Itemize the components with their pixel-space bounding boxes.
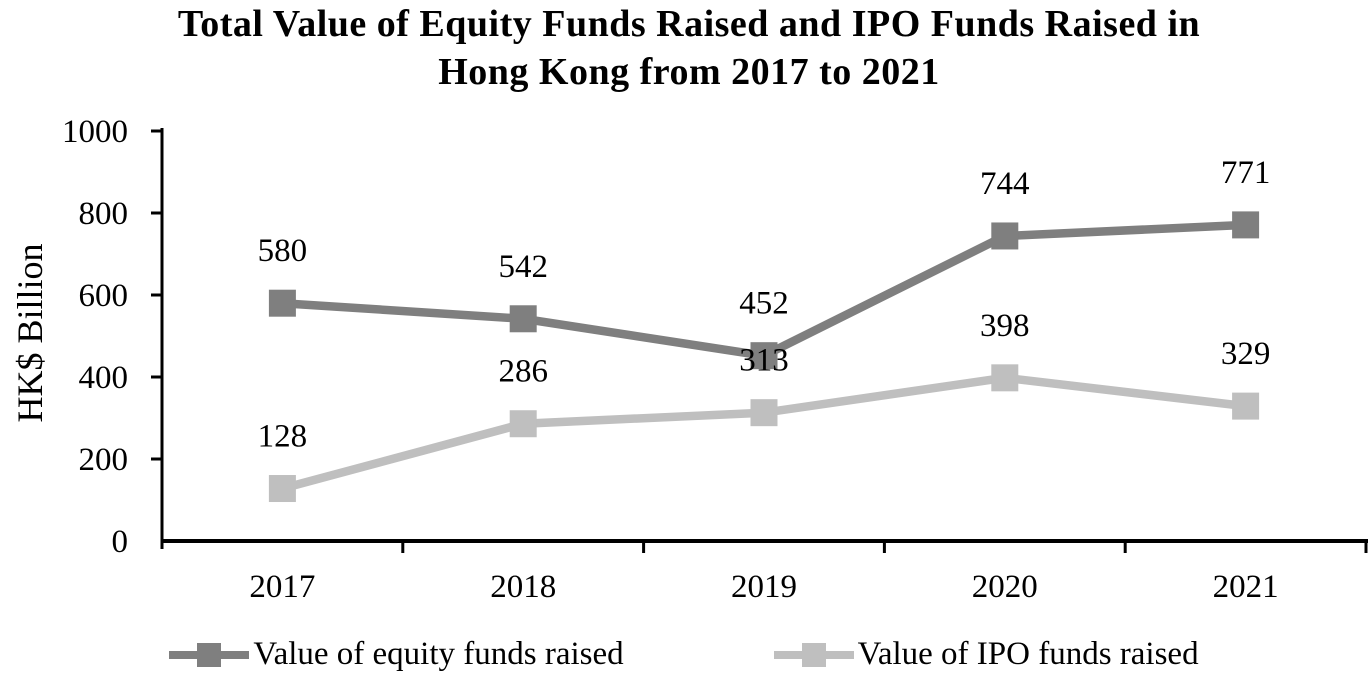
chart-legend: Value of equity funds raised Value of IP… — [0, 636, 1368, 673]
data-labels: 580 542 452 744 771 128 286 313 398 329 — [258, 155, 1271, 455]
legend-label-equity: Value of equity funds raised — [253, 636, 624, 672]
ipo-marker — [991, 364, 1019, 392]
x-tick-label: 2021 — [1213, 569, 1279, 605]
chart-title-line2: Hong Kong from 2017 to 2021 — [438, 51, 940, 93]
equity-data-label: 580 — [258, 233, 308, 269]
equity-marker — [1232, 211, 1260, 239]
ipo-data-label: 329 — [1221, 336, 1271, 372]
equity-marker — [509, 305, 537, 333]
x-tick-label: 2019 — [731, 569, 797, 605]
chart-title: Total Value of Equity Funds Raised and I… — [10, 0, 1368, 96]
ipo-marker — [1232, 392, 1260, 420]
y-tick-label: 800 — [79, 196, 129, 232]
ipo-series-swatch-icon — [773, 642, 854, 667]
y-tick-label: 0 — [112, 524, 129, 560]
ipo-data-label: 286 — [498, 354, 548, 390]
equity-marker — [991, 222, 1019, 250]
ipo-marker — [750, 399, 778, 427]
equity-series-swatch-icon — [169, 642, 250, 667]
equity-marker — [750, 342, 778, 370]
x-tick-label: 2017 — [249, 569, 315, 605]
y-tick-label: 1000 — [62, 114, 128, 150]
equity-marker — [268, 289, 296, 317]
ipo-data-label: 398 — [980, 308, 1030, 344]
x-tick-label: 2018 — [490, 569, 556, 605]
ipo-data-label: 128 — [258, 419, 308, 455]
ipo-series-line — [281, 373, 1247, 493]
equity-data-label: 452 — [739, 286, 789, 322]
y-tick-label: 200 — [79, 442, 129, 478]
axes — [151, 128, 1368, 553]
x-tick-label: 2020 — [972, 569, 1038, 605]
equity-data-label: 771 — [1221, 155, 1271, 191]
ipo-marker — [268, 475, 296, 503]
equity-data-label: 542 — [498, 249, 548, 285]
legend-item-equity: Value of equity funds raised — [169, 636, 624, 673]
chart-title-line1: Total Value of Equity Funds Raised and I… — [177, 3, 1201, 45]
series-lines — [268, 211, 1260, 503]
y-axis-title: HK$ Billion — [10, 243, 50, 422]
y-tick-label: 400 — [79, 360, 129, 396]
legend-item-ipo: Value of IPO funds raised — [773, 636, 1199, 673]
ipo-data-label: 313 — [739, 343, 789, 379]
y-tick-label: 600 — [79, 278, 129, 314]
ipo-marker — [509, 410, 537, 438]
tick-labels: 0 200 400 600 800 1000 2017 2018 2019 2020 2021 — [62, 114, 1279, 605]
equity-data-label: 744 — [980, 166, 1030, 202]
legend-label-ipo: Value of IPO funds raised — [857, 636, 1199, 672]
